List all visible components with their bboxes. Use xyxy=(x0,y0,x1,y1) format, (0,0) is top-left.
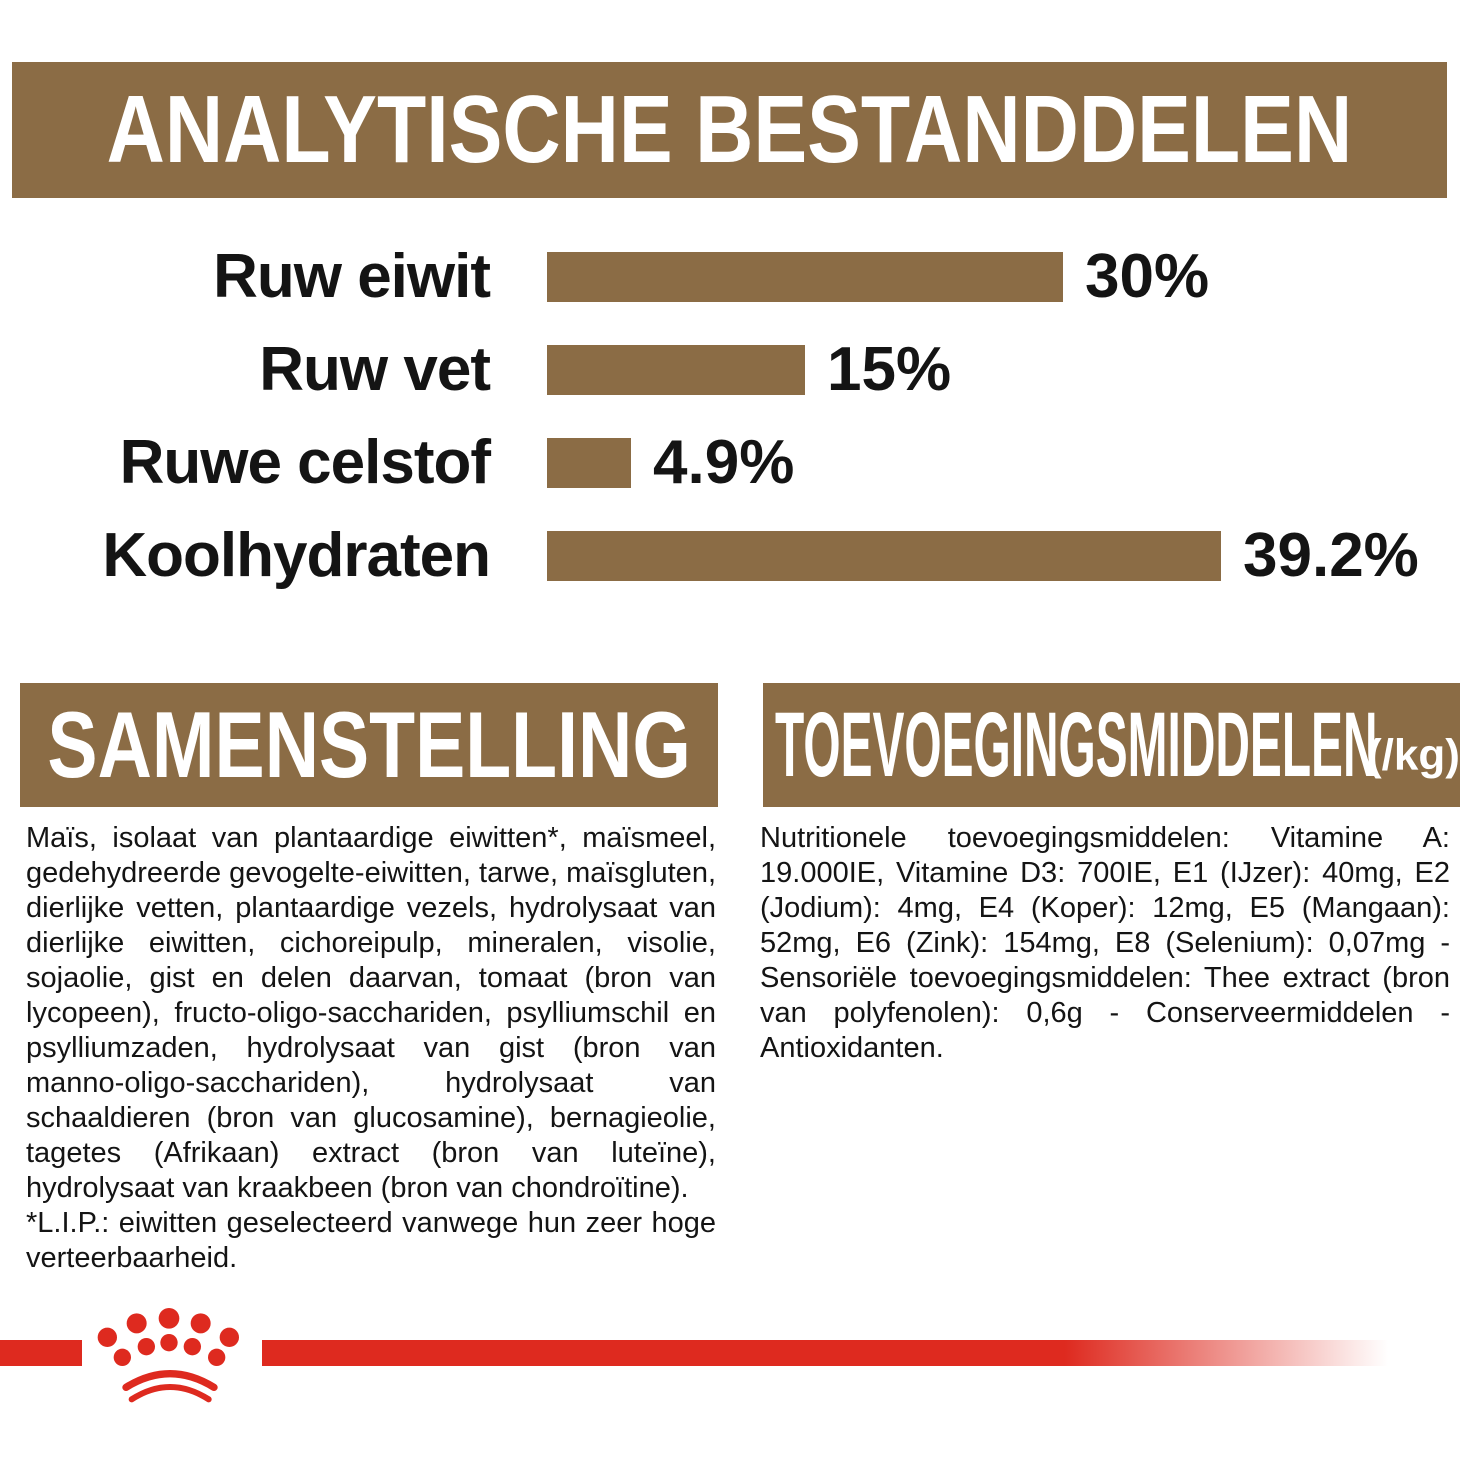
analytical-header-title: ANALYTISCHE BESTANDDELEN xyxy=(106,76,1353,183)
chart-value-label: 30% xyxy=(1085,242,1210,311)
composition-title: SAMENSTELLING xyxy=(47,692,691,797)
chart-row: Ruw vet 15% xyxy=(0,339,1460,401)
composition-text-block: Maïs, isolaat van plantaardige eiwitten*… xyxy=(26,821,716,1276)
chart-row: Koolhydraten 39.2% xyxy=(0,525,1460,587)
additives-title: TOEVOEGINGSMIDDELEN xyxy=(775,694,1378,796)
chart-category-label: Koolhydraten xyxy=(102,521,491,590)
analytical-header-band: ANALYTISCHE BESTANDDELEN xyxy=(12,62,1447,198)
chart-category-label: Ruw eiwit xyxy=(213,242,491,311)
chart-row: Ruw eiwit 30% xyxy=(0,246,1460,308)
footer-red-rule-right xyxy=(262,1340,1460,1366)
lip-footnote-text: *L.I.P.: eiwitten geselecteerd vanwege h… xyxy=(26,1207,716,1274)
chart-bar xyxy=(547,252,1063,302)
additives-header-band: TOEVOEGINGSMIDDELEN (/kg) xyxy=(763,683,1460,807)
chart-bar xyxy=(547,438,631,488)
footer-red-rule-left xyxy=(0,1340,82,1366)
chart-bar xyxy=(547,345,805,395)
additives-text: Nutritionele toevoegingsmiddelen: Vitami… xyxy=(760,822,1450,1064)
chart-value-label: 15% xyxy=(827,335,952,404)
chart-value-label: 39.2% xyxy=(1243,521,1419,590)
chart-category-label: Ruw vet xyxy=(259,335,491,404)
additives-text-block: Nutritionele toevoegingsmiddelen: Vitami… xyxy=(760,821,1450,1066)
additives-title-unit: (/kg) xyxy=(1367,730,1460,780)
chart-row: Ruwe celstof 4.9% xyxy=(0,432,1460,494)
royal-canin-crown-icon xyxy=(97,1308,239,1403)
ingredients-text: Maïs, isolaat van plantaardige eiwitten*… xyxy=(26,822,716,1204)
chart-bar xyxy=(547,531,1221,581)
chart-value-label: 4.9% xyxy=(653,428,795,497)
composition-header-band: SAMENSTELLING xyxy=(20,683,718,807)
nutrient-bar-chart: Ruw eiwit 30% Ruw vet 15% Ruwe celstof 4.9% Ko… xyxy=(0,0,1460,660)
chart-category-label: Ruwe celstof xyxy=(119,428,491,497)
